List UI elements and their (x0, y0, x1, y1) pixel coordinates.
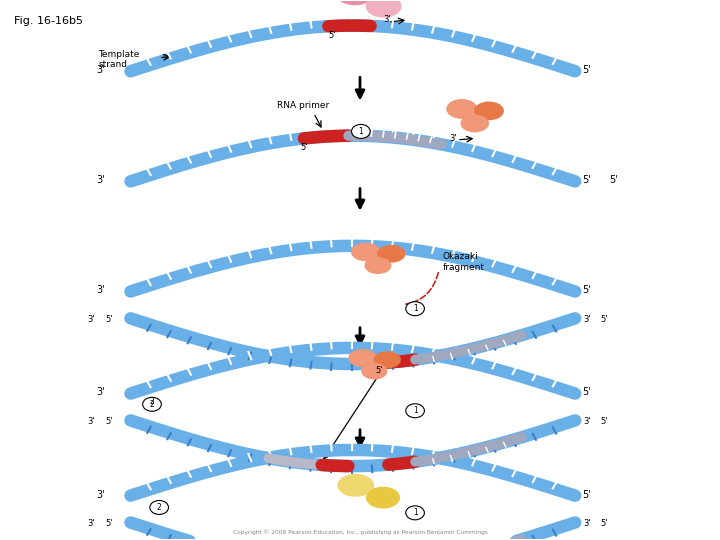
Text: 3': 3' (87, 417, 94, 426)
Circle shape (406, 302, 424, 316)
Ellipse shape (462, 115, 488, 132)
Text: 5': 5' (600, 315, 608, 324)
Text: 3': 3' (96, 65, 105, 75)
Text: 5': 5' (582, 286, 591, 295)
Text: 5': 5' (300, 143, 307, 152)
Text: 3': 3' (96, 176, 105, 185)
FancyArrowPatch shape (406, 273, 438, 305)
Text: Okazaki
fragment: Okazaki fragment (443, 252, 485, 272)
Text: 2: 2 (150, 397, 154, 406)
Text: 3': 3' (87, 519, 94, 528)
Text: Template
strand: Template strand (98, 50, 140, 69)
Ellipse shape (336, 0, 374, 5)
Text: RNA primer: RNA primer (276, 100, 329, 110)
Text: 5': 5' (600, 519, 608, 528)
Text: 3': 3' (450, 134, 457, 143)
Text: 1: 1 (359, 127, 363, 136)
Text: 3': 3' (96, 490, 105, 500)
Text: 2: 2 (150, 400, 154, 409)
Text: 3': 3' (383, 15, 391, 24)
Circle shape (150, 501, 168, 515)
Circle shape (351, 124, 370, 138)
Ellipse shape (362, 364, 387, 379)
Ellipse shape (374, 352, 400, 368)
Text: 1: 1 (413, 304, 418, 313)
Circle shape (143, 397, 161, 411)
Text: 1: 1 (413, 406, 418, 415)
Ellipse shape (366, 488, 400, 508)
Text: 3': 3' (96, 286, 105, 295)
Ellipse shape (349, 350, 376, 367)
Text: 5': 5' (328, 31, 336, 40)
Ellipse shape (474, 102, 503, 119)
Ellipse shape (447, 100, 477, 118)
Text: 3': 3' (584, 315, 591, 324)
Text: 5': 5' (105, 315, 112, 324)
Text: 5': 5' (582, 388, 591, 397)
Text: 5': 5' (582, 65, 591, 75)
Text: 5': 5' (600, 417, 608, 426)
Ellipse shape (351, 243, 379, 261)
Text: 5': 5' (582, 176, 591, 185)
Text: 3': 3' (584, 417, 591, 426)
Text: 3': 3' (96, 388, 105, 397)
Text: Fig. 16-16b5: Fig. 16-16b5 (14, 16, 84, 26)
Text: 5': 5' (105, 417, 112, 426)
Text: 5': 5' (376, 366, 383, 375)
Ellipse shape (365, 258, 391, 273)
Text: 5': 5' (610, 176, 618, 185)
Ellipse shape (338, 475, 374, 496)
Circle shape (406, 506, 424, 520)
Text: 2: 2 (157, 503, 161, 512)
Circle shape (406, 404, 424, 418)
Text: 3': 3' (584, 519, 591, 528)
Ellipse shape (366, 0, 401, 17)
Text: 5': 5' (105, 519, 112, 528)
Text: Copyright © 2008 Pearson Education, Inc., publishing as Pearson Benjamin Cumming: Copyright © 2008 Pearson Education, Inc.… (233, 530, 487, 535)
Ellipse shape (378, 246, 405, 262)
Text: 1: 1 (413, 508, 418, 517)
Text: 3': 3' (87, 315, 94, 324)
Text: 5': 5' (582, 490, 591, 500)
